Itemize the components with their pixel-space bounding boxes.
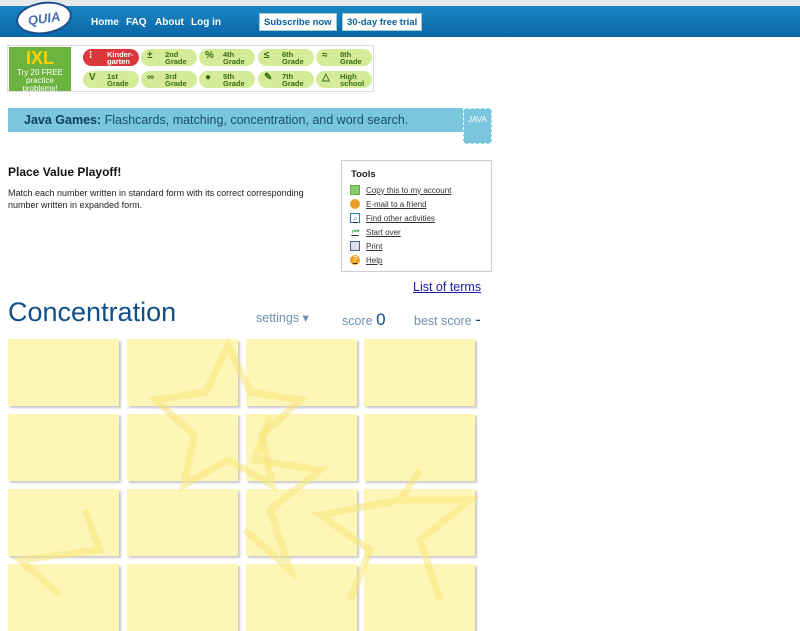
grade-label: Kinder-garten <box>107 50 134 66</box>
copy-icon <box>350 185 360 195</box>
help-link[interactable]: ? Help <box>350 255 382 265</box>
memory-card[interactable] <box>364 414 475 481</box>
grade-label: High school <box>340 72 365 88</box>
memory-card[interactable] <box>246 414 357 481</box>
settings-dropdown[interactable]: settings ▾ <box>256 311 309 325</box>
find-activities-link[interactable]: ⌕ Find other activities <box>350 213 435 223</box>
memory-card[interactable] <box>8 339 119 406</box>
grade-button[interactable]: ✎ 7th Grade <box>258 71 314 88</box>
grade-icon: V <box>89 72 96 83</box>
quia-logo[interactable]: QUIA <box>14 0 74 38</box>
grade-label: 7th Grade <box>282 72 304 88</box>
java-games-banner: Java Games: Flashcards, matching, concen… <box>8 108 492 132</box>
memory-card[interactable] <box>127 339 238 406</box>
memory-card[interactable] <box>364 564 475 631</box>
activity-description: Match each number written in standard fo… <box>8 188 304 210</box>
memory-card[interactable] <box>246 489 357 556</box>
memory-card[interactable] <box>127 414 238 481</box>
nav-about[interactable]: About <box>155 17 184 28</box>
memory-card[interactable] <box>8 564 119 631</box>
grade-icon: △ <box>322 72 330 83</box>
grade-icon: ≤ <box>264 50 270 61</box>
nav-login[interactable]: Log in <box>191 17 221 28</box>
ixl-logo[interactable]: IXL Try 20 FREE practice problems! <box>9 47 71 93</box>
memory-card[interactable] <box>364 339 475 406</box>
tools-heading: Tools <box>351 169 376 180</box>
grade-label: 4th Grade <box>223 50 245 66</box>
activity-title: Place Value Playoff! <box>8 165 122 179</box>
memory-card[interactable] <box>127 489 238 556</box>
grade-button[interactable]: △ High school <box>316 71 372 88</box>
grade-icon: ± <box>147 50 153 61</box>
memory-card[interactable] <box>246 564 357 631</box>
browser-strip <box>0 0 800 6</box>
memory-card[interactable] <box>8 414 119 481</box>
print-link[interactable]: Print <box>350 241 382 251</box>
grade-icon: ⁝ <box>89 50 93 61</box>
free-trial-button[interactable]: 30-day free trial <box>342 13 423 31</box>
copy-to-account-link[interactable]: Copy this to my account <box>350 185 451 195</box>
grade-button[interactable]: ● 5th Grade <box>199 71 255 88</box>
grade-label: 5th Grade <box>223 72 245 88</box>
nav-home[interactable]: Home <box>91 17 119 28</box>
grade-button[interactable]: ≈8th Grade <box>316 49 372 66</box>
help-icon: ? <box>350 255 360 265</box>
grade-label: 3rd Grade <box>165 72 187 88</box>
tools-panel: Tools Copy this to my account E-mail to … <box>341 160 492 272</box>
game-title: Concentration <box>8 297 177 327</box>
grade-icon: ≈ <box>322 50 328 61</box>
grade-button[interactable]: ≤6th Grade <box>258 49 314 66</box>
printer-icon <box>350 241 360 251</box>
score: score 0 <box>342 310 386 329</box>
email-friend-link[interactable]: E-mail to a friend <box>350 199 426 209</box>
grade-icon: ∞ <box>147 72 155 83</box>
subscribe-button[interactable]: Subscribe now <box>259 13 337 31</box>
grade-label: 6th Grade <box>282 50 304 66</box>
search-icon: ⌕ <box>350 213 360 223</box>
java-badge-icon: JAVA <box>463 108 492 144</box>
grade-label: 8th Grade <box>340 50 362 66</box>
grade-button[interactable]: % 4th Grade <box>199 49 255 66</box>
list-of-terms-link[interactable]: List of terms <box>413 280 482 294</box>
grade-icon: ● <box>205 72 212 83</box>
ixl-ad[interactable]: IXL Try 20 FREE practice problems! ⁝ Kinde… <box>7 45 374 93</box>
memory-card[interactable] <box>246 339 357 406</box>
email-icon <box>350 199 360 209</box>
grade-button[interactable]: V 1st Grade <box>83 71 139 88</box>
grade-button[interactable]: ⁝ Kinder-garten <box>83 49 139 66</box>
grade-icon: ✎ <box>264 72 273 83</box>
nav-faq[interactable]: FAQ <box>126 17 147 28</box>
memory-card[interactable] <box>8 489 119 556</box>
rewind-icon: ⏮ <box>351 227 359 236</box>
start-over-link[interactable]: ⏮ Start over <box>351 227 401 237</box>
grade-button[interactable]: ∞ 3rd Grade <box>141 71 197 88</box>
grade-label: 1st Grade <box>107 72 129 88</box>
grade-label: 2nd Grade <box>165 50 187 66</box>
grade-icon: % <box>205 50 214 61</box>
best-score: best score - <box>414 310 481 329</box>
memory-card[interactable] <box>127 564 238 631</box>
site-header: QUIA Home FAQ About Log in Subscribe now… <box>0 0 800 38</box>
memory-card[interactable] <box>364 489 475 556</box>
grade-button[interactable]: ±2nd Grade <box>141 49 197 66</box>
